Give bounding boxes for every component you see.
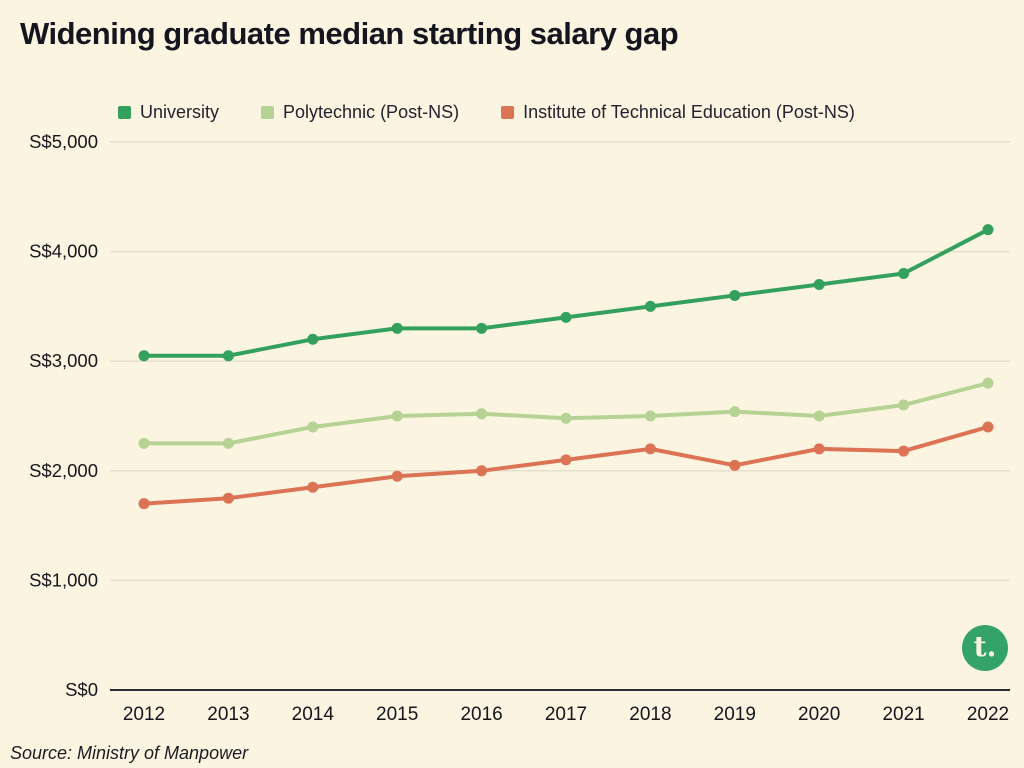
source-text: Source: Ministry of Manpower [10,743,249,763]
polytechnic-point [729,406,741,418]
x-tick-label: 2012 [123,704,165,725]
university-point [476,322,488,334]
y-tick-label: S$5,000 [29,131,98,152]
ite-point [560,454,572,466]
university-legend-swatch-icon [118,106,131,119]
x-tick-label: 2022 [967,704,1009,725]
x-tick-label: 2019 [714,704,756,725]
chart-title: Widening graduate median starting salary… [20,16,679,51]
x-tick-label: 2013 [207,704,249,725]
y-tick-label: S$4,000 [29,241,98,262]
x-tick-label: 2021 [882,704,924,725]
university-point [307,333,319,345]
university-point [560,311,572,323]
ite-point [644,443,656,455]
y-tick-label: S$2,000 [29,460,98,481]
university-point [898,268,910,280]
university-point [391,322,403,334]
polytechnic-point [644,410,656,422]
university-point [729,289,741,301]
legend-label-ite: Institute of Technical Education (Post-N… [523,102,855,122]
x-tick-label: 2020 [798,704,840,725]
ite-point [391,470,403,482]
chart-legend: University Polytechnic (Post-NS) Institu… [118,102,855,123]
polytechnic-legend-swatch-icon [261,106,275,119]
university-line [142,227,990,358]
x-tick-label: 2017 [545,704,587,725]
x-tick-label: 2018 [629,704,671,725]
ite-point [476,465,488,477]
legend-item-polytechnic: Polytechnic (Post-NS) [261,102,459,123]
university-point [138,350,150,362]
polytechnic-point [222,437,234,449]
publisher-logo-icon: t. [962,625,1008,671]
ite-point [729,459,741,471]
polytechnic-point [560,412,572,424]
legend-label-university: University [140,102,220,122]
polytechnic-point [813,410,825,422]
university-point [222,350,234,362]
polytechnic-point [138,437,150,449]
polytechnic-point [391,410,403,422]
university-point [813,278,825,290]
ite-point [222,492,234,504]
polytechnic-point [982,377,994,389]
legend-label-polytechnic: Polytechnic (Post-NS) [283,102,460,122]
x-tick-label: 2014 [292,704,335,725]
university-point [982,224,994,236]
legend-item-ite: Institute of Technical Education (Post-N… [501,102,855,123]
ite-point [898,445,910,457]
legend-item-university: University [118,102,219,123]
y-tick-label: S$3,000 [29,350,98,371]
ite-point [982,421,994,433]
x-tick-label: 2016 [460,704,502,725]
ite-legend-swatch-icon [501,106,515,119]
university-point [644,300,656,312]
x-tick-label: 2015 [376,704,418,725]
polytechnic-point [898,399,910,411]
y-tick-label: S$0 [65,679,98,700]
ite-point [307,481,319,493]
y-tick-label: S$1,000 [29,569,98,590]
ite-point [813,443,825,455]
ite-point [138,498,150,510]
polytechnic-point [476,408,488,420]
polytechnic-point [307,421,319,433]
